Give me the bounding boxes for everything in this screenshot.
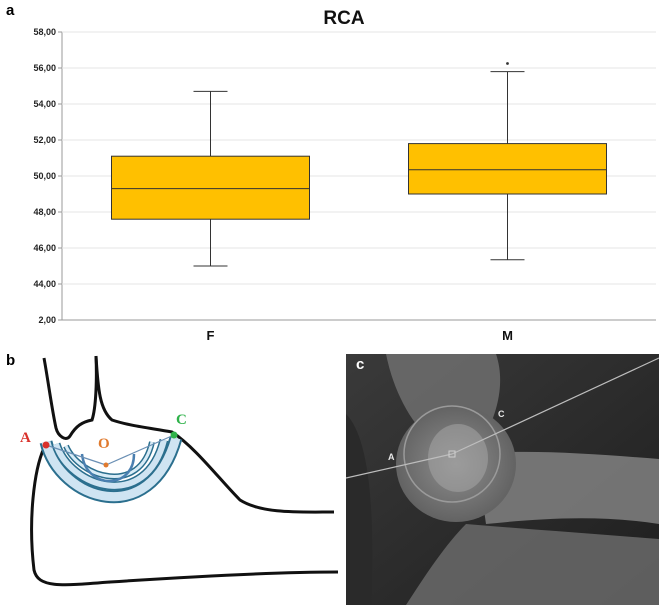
xray-label-A: A <box>388 452 395 462</box>
y-tick-label: 44,00 <box>33 279 56 289</box>
y-tick-label: 56,00 <box>33 63 56 73</box>
fitted-circle-arc <box>80 453 136 483</box>
panel-label-a: a <box>6 2 15 19</box>
y-tick-label: 2,00 <box>38 315 56 325</box>
y-tick-label: 48,00 <box>33 207 56 217</box>
box-M <box>408 62 607 261</box>
xray-fitted-circle <box>403 405 501 503</box>
y-tick-label: 50,00 <box>33 171 56 181</box>
humerus-outline <box>42 355 98 440</box>
panel-label-c: c <box>356 356 365 373</box>
box-layer <box>111 62 607 267</box>
xray-line-C <box>451 357 659 455</box>
ulna-outline <box>30 447 339 587</box>
y-tick-label: 46,00 <box>33 243 56 253</box>
y-tick-label: 54,00 <box>33 99 56 109</box>
elbow-radiograph: A C <box>346 354 659 605</box>
point-C <box>170 431 178 439</box>
point-A <box>42 441 50 449</box>
outlier-point <box>506 62 509 65</box>
label-O: O <box>98 436 110 452</box>
category-label: M <box>502 328 513 343</box>
xray-line-A <box>346 453 453 479</box>
chart-title: RCA <box>323 8 364 29</box>
line-O-C <box>105 434 175 466</box>
panel-label-b: b <box>6 352 16 369</box>
y-tick-label: 52,00 <box>33 135 56 145</box>
xray-center-marker <box>448 450 456 458</box>
box-iqr <box>111 155 310 220</box>
y-tick-label: 58,00 <box>33 27 56 37</box>
label-A: A <box>20 430 31 446</box>
xray-forearm <box>476 451 659 524</box>
box-F <box>111 90 310 267</box>
y-tick-labels: 2,00 44,00 46,00 48,00 50,00 52,00 54,00 56,00 5… <box>33 27 56 325</box>
point-O <box>103 462 109 468</box>
category-label: F <box>207 328 215 343</box>
boxplot-chart: RCA 2,00 44,00 46,00 48,00 50,00 52,00 54,00 56… <box>33 8 656 343</box>
line-A-O <box>45 444 107 466</box>
label-C: C <box>176 412 187 428</box>
elbow-diagram: A O C <box>20 355 339 587</box>
xray-label-C: C <box>498 409 505 419</box>
box-iqr <box>408 143 607 195</box>
